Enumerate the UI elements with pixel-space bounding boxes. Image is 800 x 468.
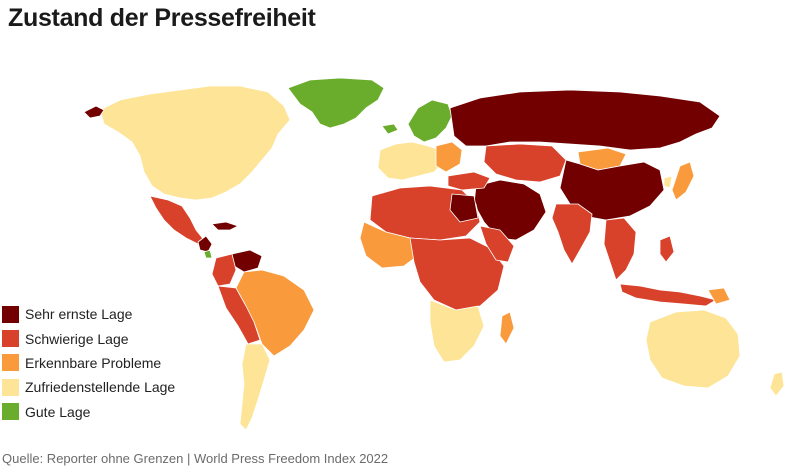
region-indonesia — [619, 283, 717, 307]
legend: Sehr ernste Lage Schwierige Lage Erkennb… — [2, 302, 175, 424]
source-note: Quelle: Reporter ohne Grenzen | World Pr… — [2, 451, 389, 466]
region-west-africa — [359, 221, 421, 269]
legend-item: Sehr ernste Lage — [2, 302, 175, 326]
region-scandinavia — [407, 99, 453, 143]
legend-label: Gute Lage — [25, 403, 91, 420]
region-cuba — [211, 221, 239, 231]
region-madagascar — [499, 311, 515, 345]
region-north-america — [99, 85, 291, 201]
legend-label: Erkennbare Probleme — [25, 354, 162, 371]
region-egypt — [449, 193, 479, 223]
region-philippines — [659, 235, 675, 263]
region-russia — [449, 89, 721, 151]
legend-item: Zufriedenstellende Lage — [2, 375, 175, 399]
legend-swatch — [2, 378, 19, 396]
region-new-zealand — [769, 371, 785, 397]
region-peru-bolivia — [217, 285, 261, 345]
legend-swatch — [2, 354, 19, 372]
region-southern-cone — [239, 343, 271, 431]
legend-item: Erkennbare Probleme — [2, 351, 175, 375]
region-eastern-europe — [435, 141, 463, 173]
region-turkey — [447, 171, 491, 191]
legend-label: Schwierige Lage — [25, 330, 129, 347]
legend-label: Sehr ernste Lage — [25, 306, 133, 323]
region-venezuela — [231, 249, 263, 273]
legend-label: Zufriedenstellende Lage — [25, 379, 176, 396]
region-colombia — [211, 253, 237, 287]
legend-swatch — [2, 403, 19, 421]
region-korea — [663, 175, 673, 189]
region-australia — [645, 309, 741, 389]
region-middle-east — [473, 179, 547, 241]
region-mexico — [149, 195, 205, 245]
region-papua-new-guinea — [707, 287, 731, 305]
region-india — [551, 203, 593, 265]
region-central-africa — [409, 237, 505, 311]
region-japan — [671, 161, 695, 201]
region-east-africa — [479, 225, 515, 263]
region-central-asia — [483, 143, 567, 183]
legend-item: Schwierige Lage — [2, 326, 175, 350]
region-central-america — [197, 235, 213, 253]
map-title: Zustand der Pressefreiheit — [8, 4, 316, 32]
region-western-europe — [377, 141, 445, 181]
region-southern-africa — [429, 299, 485, 363]
region-bering — [83, 105, 105, 119]
region-iceland — [381, 123, 399, 135]
region-southeast-asia — [603, 217, 637, 281]
legend-item: Gute Lage — [2, 400, 175, 424]
region-greenland — [287, 77, 385, 129]
legend-swatch — [2, 330, 19, 348]
region-costa-rica — [203, 249, 213, 259]
legend-swatch — [2, 305, 19, 323]
world-map — [83, 77, 785, 431]
